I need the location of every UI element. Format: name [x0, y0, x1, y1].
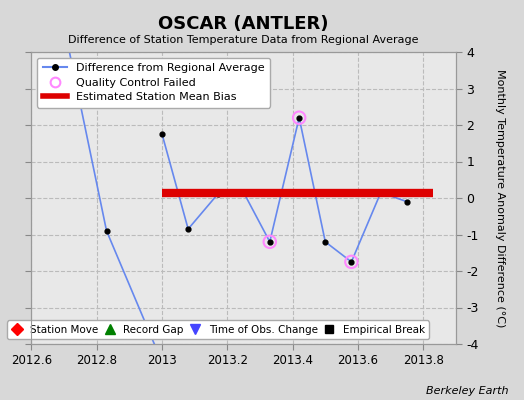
Point — [239, 189, 248, 196]
Point — [295, 114, 303, 121]
Text: Difference of Station Temperature Data from Regional Average: Difference of Station Temperature Data f… — [69, 35, 419, 45]
Legend: Station Move, Record Gap, Time of Obs. Change, Empirical Break: Station Move, Record Gap, Time of Obs. C… — [7, 320, 429, 339]
Point — [347, 259, 356, 265]
Point — [102, 228, 111, 234]
Point — [266, 238, 274, 245]
Point — [184, 226, 192, 232]
Point — [403, 198, 411, 205]
Title: OSCAR (ANTLER): OSCAR (ANTLER) — [158, 15, 329, 33]
Point — [321, 238, 330, 245]
Point — [295, 114, 303, 121]
Y-axis label: Monthly Temperature Anomaly Difference (°C): Monthly Temperature Anomaly Difference (… — [495, 69, 505, 327]
Point — [377, 189, 385, 196]
Point — [347, 259, 356, 265]
Point — [158, 131, 166, 137]
Point — [266, 238, 274, 245]
Point — [213, 191, 222, 198]
Text: Berkeley Earth: Berkeley Earth — [426, 386, 508, 396]
